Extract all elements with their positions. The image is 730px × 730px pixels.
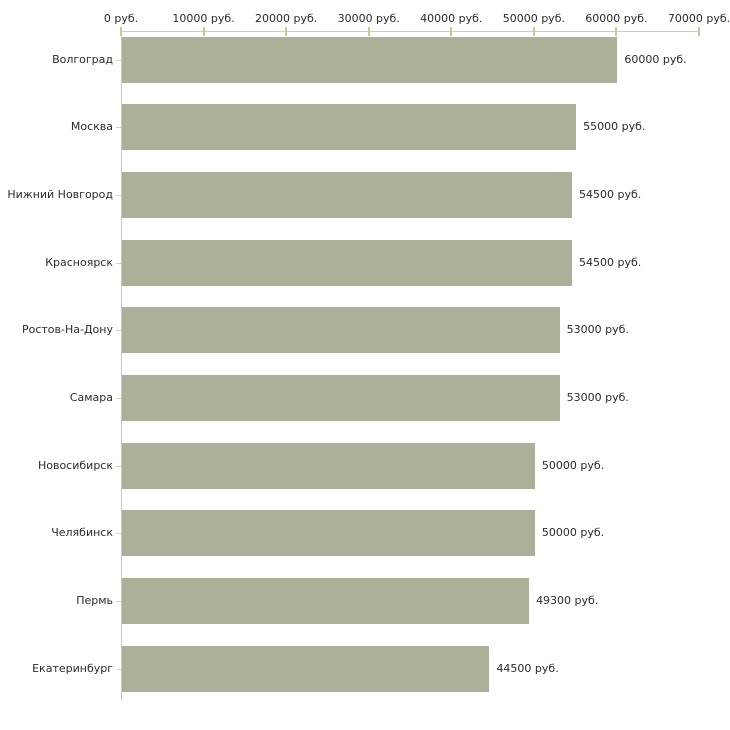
value-label: 49300 руб. — [536, 594, 599, 608]
value-label: 53000 руб. — [566, 391, 629, 404]
x-axis-tick-label: 10000 руб. — [172, 12, 235, 25]
category-label: Челябинск — [51, 526, 113, 540]
y-axis-tick — [116, 601, 121, 603]
x-axis-tick-label: 0 руб. — [103, 12, 139, 25]
x-axis-tick-label: 40000 руб. — [420, 12, 483, 25]
bar — [122, 239, 572, 286]
y-axis-tick — [116, 194, 121, 196]
bar — [122, 36, 618, 83]
y-axis-tick — [116, 330, 121, 332]
category-label: Екатеринбург — [32, 661, 113, 675]
category-label: Новосибирск — [37, 458, 113, 472]
x-axis-tick — [202, 27, 205, 36]
y-axis-tick — [116, 262, 121, 264]
bar — [122, 307, 560, 354]
category-label: Волгоград — [52, 52, 113, 66]
category-label: Красноярск — [45, 255, 113, 269]
category-label: Москва — [70, 120, 113, 134]
x-axis-tick — [698, 27, 700, 36]
bar — [122, 104, 577, 151]
x-axis-tick — [367, 27, 370, 36]
x-axis-tick-label: 60000 руб. — [585, 12, 648, 25]
value-label: 55000 руб. — [583, 120, 646, 134]
x-axis-tick — [532, 27, 535, 36]
x-axis-tick-label: 70000 руб. — [667, 12, 730, 25]
y-axis-tick — [116, 668, 121, 670]
bar — [122, 442, 535, 489]
y-axis-tick — [116, 533, 121, 535]
value-label: 44500 руб. — [496, 661, 559, 675]
y-axis-tick — [116, 465, 121, 467]
y-axis-tick — [116, 127, 121, 129]
value-label: 54500 руб. — [579, 187, 642, 201]
value-label: 50000 руб. — [541, 458, 605, 472]
y-axis-tick — [116, 398, 121, 399]
value-label: 50000 руб. — [541, 526, 605, 540]
bar — [122, 171, 572, 218]
bar — [122, 375, 560, 421]
y-axis-line — [121, 31, 122, 700]
x-axis-tick — [120, 27, 122, 36]
category-label: Нижний Новгород — [7, 187, 113, 201]
x-axis-tick-label: 30000 руб. — [337, 12, 400, 25]
x-axis-tick — [615, 27, 618, 36]
bar — [122, 645, 490, 692]
x-axis-line — [121, 31, 699, 32]
category-label: Пермь — [76, 594, 113, 608]
y-axis-tick — [116, 59, 121, 61]
bar — [122, 510, 535, 557]
x-axis-tick-label: 20000 руб. — [255, 12, 318, 25]
bar — [122, 578, 530, 625]
x-axis-tick — [285, 27, 288, 36]
category-label: Самара — [69, 391, 113, 404]
category-label: Ростов-На-Дону — [21, 323, 113, 337]
x-axis-tick — [450, 27, 453, 36]
x-axis-tick-label: 50000 руб. — [502, 12, 565, 25]
value-label: 60000 руб. — [624, 52, 687, 66]
value-label: 54500 руб. — [579, 255, 642, 269]
value-label: 53000 руб. — [566, 323, 629, 337]
